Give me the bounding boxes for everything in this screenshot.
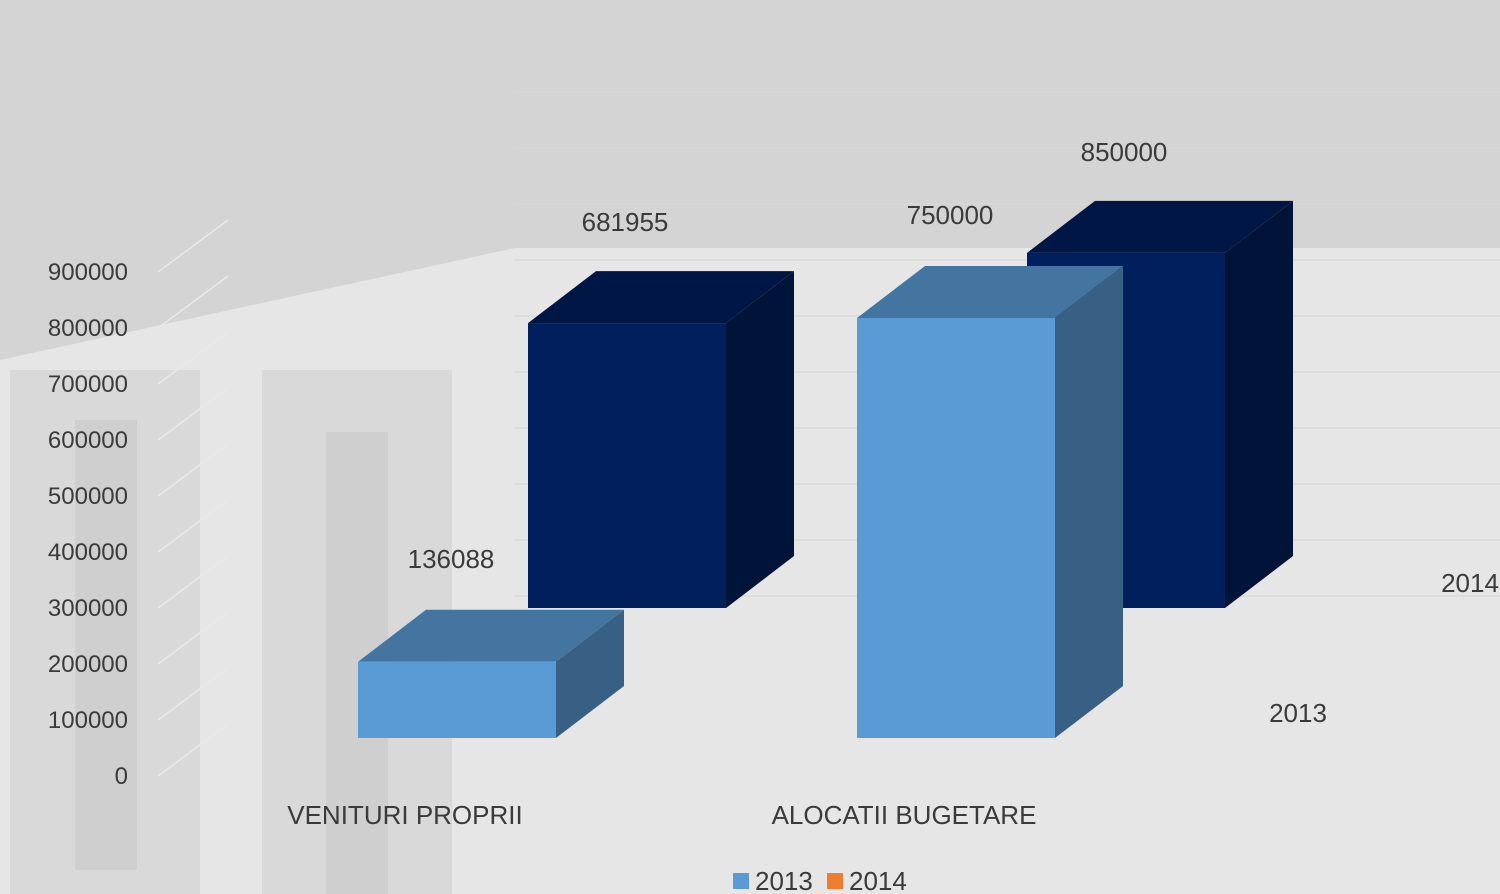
gridline <box>157 667 229 721</box>
bar-2014 <box>1027 200 1293 609</box>
y-axis: 0 100000 200000 300000 400000 500000 600000 700… <box>48 259 128 790</box>
bar-front <box>857 318 1055 738</box>
legend-swatch <box>733 873 749 889</box>
gridline <box>157 331 229 385</box>
data-label: 750000 <box>907 200 994 230</box>
bar-2013 <box>857 266 1123 738</box>
bar-front <box>528 323 726 608</box>
bars <box>358 200 1293 738</box>
bar-top <box>358 609 624 662</box>
legend-entry: 2013 <box>733 866 813 894</box>
data-label: 681955 <box>582 207 669 237</box>
bar-side <box>1055 266 1123 738</box>
y-tick-label: 200000 <box>48 651 128 678</box>
bar-2013 <box>358 609 624 738</box>
gridline <box>157 219 229 273</box>
bar-top <box>528 271 794 324</box>
gridline <box>157 499 229 553</box>
bar-side <box>556 609 624 738</box>
category-label: ALOCATII BUGETARE <box>772 800 1037 830</box>
bar-side <box>1225 200 1293 609</box>
bar-top <box>1027 200 1293 253</box>
y-tick-label: 700000 <box>48 371 128 398</box>
gridline <box>157 443 229 497</box>
gridline <box>157 275 229 329</box>
y-tick-label: 500000 <box>48 483 128 510</box>
legend-label: 2013 <box>755 866 813 894</box>
legend-entry: 2014 <box>827 866 907 894</box>
category-labels: VENITURI PROPRII ALOCATII BUGETARE <box>287 800 1036 830</box>
bar-2014 <box>528 271 794 608</box>
category-label: VENITURI PROPRII <box>287 800 522 830</box>
bar-top <box>857 266 1123 318</box>
depth-axis-labels: 2013 2014 <box>1269 568 1499 728</box>
legend-swatch <box>827 873 843 889</box>
data-label: 850000 <box>1081 137 1168 167</box>
y-tick-label: 800000 <box>48 315 128 342</box>
y-tick-label: 900000 <box>48 259 128 286</box>
gridline <box>157 611 229 665</box>
y-tick-label: 600000 <box>48 427 128 454</box>
y-tick-label: 300000 <box>48 595 128 622</box>
y-tick-label: 100000 <box>48 707 128 734</box>
data-label: 136088 <box>408 544 495 574</box>
depth-axis-label: 2013 <box>1269 698 1327 728</box>
y-tick-label: 400000 <box>48 539 128 566</box>
y-tick-label: 0 <box>115 763 128 790</box>
bar-front <box>358 661 556 738</box>
legend-label: 2014 <box>849 866 907 894</box>
legend: 2013 2014 <box>733 866 907 894</box>
gridline <box>157 387 229 441</box>
data-labels: 681955 850000 136088 750000 <box>408 137 1168 574</box>
gridline <box>157 555 229 609</box>
gridline <box>157 723 229 777</box>
bar-side <box>726 271 794 608</box>
depth-axis-label: 2014 <box>1441 568 1499 598</box>
